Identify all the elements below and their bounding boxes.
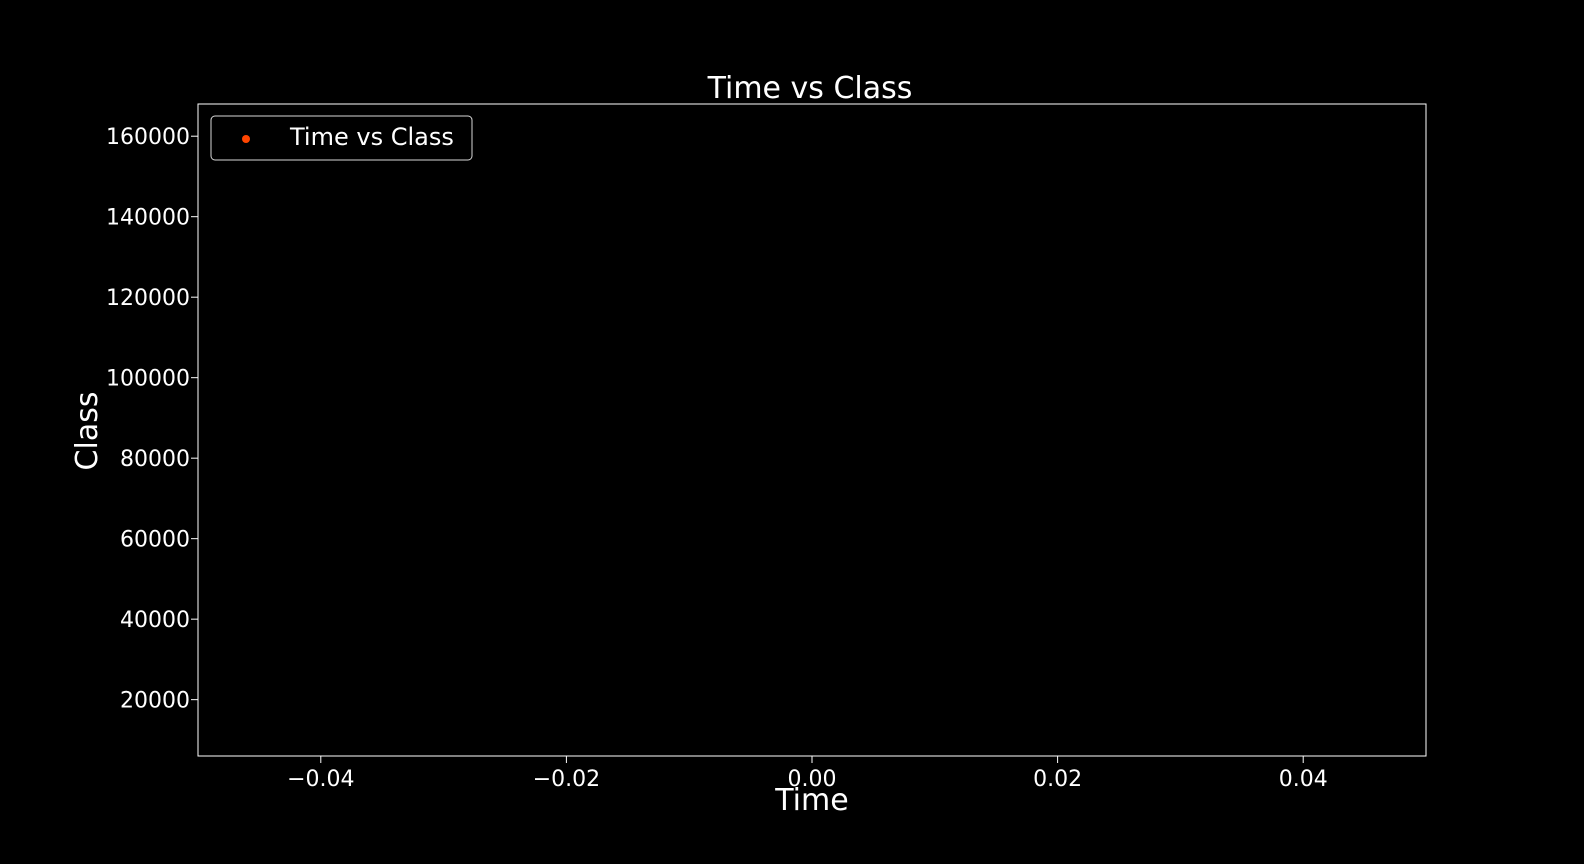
x-axis-label: Time bbox=[774, 783, 848, 818]
legend: Time vs Class bbox=[210, 115, 473, 161]
x-tick-label: −0.02 bbox=[533, 767, 600, 792]
y-tick-label: 140000 bbox=[106, 206, 190, 231]
y-tick-label: 40000 bbox=[120, 608, 190, 633]
y-tick-label: 80000 bbox=[120, 447, 190, 472]
y-axis-ticks: 20000 40000 60000 80000 100000 120000 140000 16… bbox=[106, 125, 198, 714]
legend-frame bbox=[210, 115, 473, 161]
chart-title: Time vs Class bbox=[707, 71, 913, 106]
x-tick-label: 0.02 bbox=[1033, 767, 1082, 792]
x-tick-label: 0.04 bbox=[1279, 767, 1328, 792]
x-tick-label: 0.00 bbox=[788, 767, 837, 792]
x-tick-label: −0.04 bbox=[287, 767, 354, 792]
y-axis-label: Class bbox=[70, 392, 105, 471]
y-tick-label: 60000 bbox=[120, 528, 190, 553]
y-tick-label: 20000 bbox=[120, 689, 190, 714]
y-tick-label: 100000 bbox=[106, 367, 190, 392]
y-tick-label: 160000 bbox=[106, 125, 190, 150]
y-tick-label: 120000 bbox=[106, 286, 190, 311]
x-axis-ticks: −0.04 −0.02 0.00 0.02 0.04 bbox=[287, 756, 1328, 792]
legend-marker bbox=[242, 135, 250, 143]
legend-label: Time vs Class bbox=[289, 123, 454, 151]
